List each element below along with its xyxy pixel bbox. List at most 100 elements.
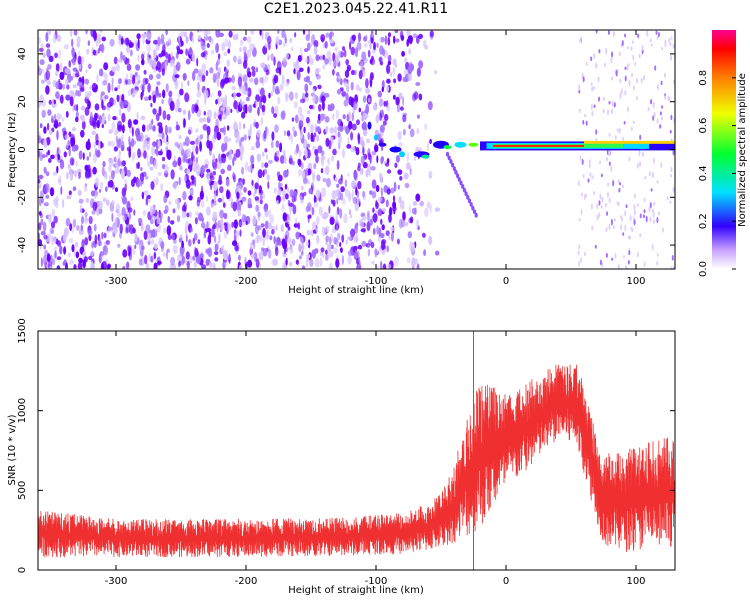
spectral-speckle [80,216,84,225]
spectral-speckle [84,237,89,246]
spectral-speckle [43,202,49,207]
spectral-speckle [351,189,354,200]
spectral-speckle [283,156,287,164]
spectral-speckle [69,96,74,107]
spectral-speckle [315,189,321,199]
spectral-speckle [194,217,198,225]
spectral-speckle [269,235,273,241]
spectral-speckle [212,72,217,84]
spectral-speckle [160,241,165,249]
spectral-speckle [38,239,43,247]
spectral-speckle [107,82,111,94]
spectral-speckle [239,98,242,109]
spectral-speckle [237,209,241,217]
spectral-speckle [176,144,181,149]
spectral-speckle [162,110,167,120]
spectral-speckle [161,132,165,140]
spectral-speckle [219,186,224,194]
spectral-speckle [62,199,65,208]
spectral-speckle [273,113,277,118]
spectral-speckle [109,38,115,47]
spectral-speckle [125,46,131,54]
spectral-speckle [311,207,315,216]
spectral-speckle [40,43,45,49]
spectral-speckle [631,40,634,44]
spectral-speckle [357,180,362,190]
spectral-speckle [335,258,340,269]
spectral-speckle [54,250,57,259]
spectral-speckle [378,98,384,107]
spectral-speckle [370,241,375,249]
spectral-speckle [386,158,390,164]
spectral-speckle [157,140,161,149]
spectral-speckle [423,249,427,257]
spectral-speckle [261,104,266,113]
spectral-speckle [307,66,310,74]
spectral-speckle [251,66,256,71]
spectral-speckle [250,253,255,259]
spectral-speckle [49,265,53,269]
spectral-speckle [182,191,187,201]
spectral-speckle [633,219,636,226]
spectral-speckle [353,236,359,243]
spectral-speckle [402,76,408,83]
spectral-speckle [233,91,236,101]
spectral-speckle [114,187,119,193]
spectral-speckle [376,225,379,235]
spectral-speckle [69,223,73,232]
spectral-speckle [203,89,209,100]
spectral-speckle [380,240,386,251]
spectral-speckle [333,236,338,245]
spectral-speckle [317,84,322,90]
spectral-speckle [594,244,597,249]
spectral-speckle [205,70,209,77]
spectral-speckle [348,209,352,216]
spectral-speckle [637,203,639,207]
spectral-speckle [255,121,259,129]
spectral-tail-blob [467,198,472,204]
spectral-speckle [266,173,270,181]
spectral-speckle [610,218,613,226]
spectral-tail-blob [459,180,463,186]
spectral-speckle [226,106,231,116]
spectral-speckle [658,32,660,38]
spectral-speckle [330,155,335,162]
spectral-speckle [60,186,63,195]
spectral-speckle [429,203,432,213]
spectral-speckle [386,78,391,84]
spectral-speckle [265,153,268,160]
spectral-speckle [145,224,151,234]
spectral-speckle [320,34,326,42]
spectral-speckle [220,168,225,175]
spectral-speckle [54,52,58,59]
spectral-speckle [201,216,205,223]
spectral-speckle [381,86,384,93]
spectral-speckle [151,238,155,245]
spectral-speckle [214,235,217,244]
spectral-speckle [205,195,208,203]
spectral-speckle [215,30,221,38]
spectral-speckle [95,177,99,188]
spectral-speckle [661,116,663,121]
spectral-speckle [139,172,145,182]
spectral-speckle [362,69,366,77]
spectral-speckle [214,251,219,256]
spectral-speckle [273,187,277,194]
spectral-speckle [145,175,149,180]
spectral-speckle [166,149,172,160]
spectral-speckle [328,205,331,214]
spectral-tail-blob [447,155,451,161]
spectral-speckle [636,78,638,84]
spectral-speckle [336,89,342,95]
spectral-speckle [129,213,132,220]
spectral-speckle [192,70,196,81]
spectral-speckle [224,94,228,105]
spectral-speckle [362,122,367,130]
spectral-speckle [178,176,181,186]
spectral-speckle [347,250,353,257]
spectral-speckle [59,94,64,104]
spectral-speckle [593,191,596,195]
spectral-speckle [298,67,304,73]
spectral-speckle [355,197,358,205]
spectral-speckle [102,197,107,203]
